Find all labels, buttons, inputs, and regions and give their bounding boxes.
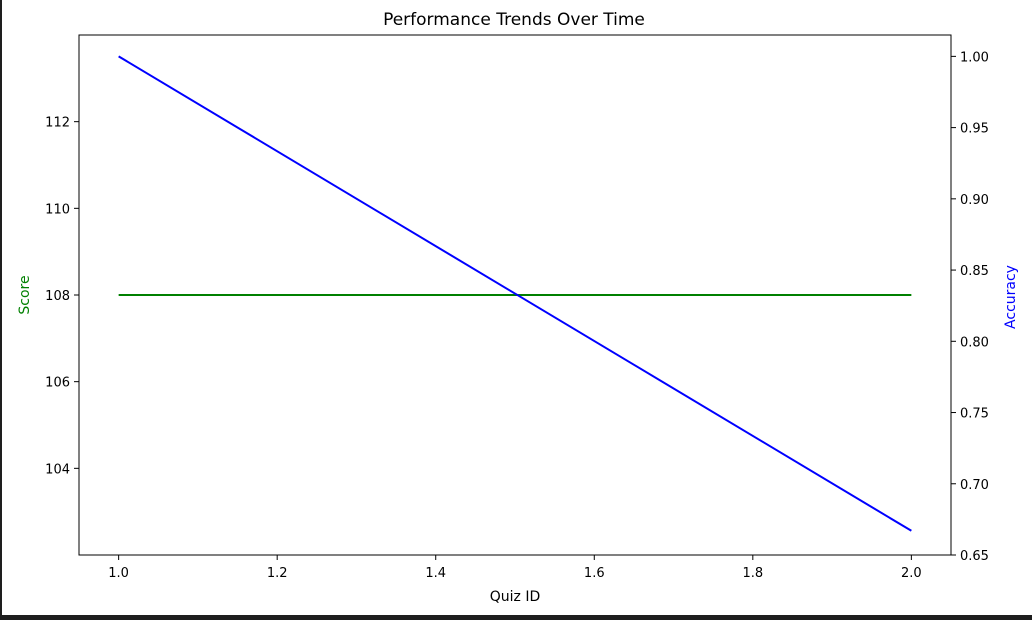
left-y-tick-label: 104: [45, 462, 70, 477]
right-y-axis-label: Accuracy: [1003, 265, 1019, 329]
right-y-tick-label: 1.00: [960, 50, 989, 65]
left-y-tick-label: 112: [45, 116, 70, 131]
left-y-tick-label: 106: [45, 376, 70, 391]
left-y-tick-label: 110: [45, 202, 70, 217]
accuracy-series-line: [118, 55, 912, 532]
x-tick-label: 1.8: [742, 566, 763, 581]
left-y-axis-ticks: 104 106 108 110 112: [45, 116, 79, 477]
left-y-axis-label: Score: [17, 275, 33, 314]
left-y-tick-label: 108: [45, 289, 70, 304]
x-axis-ticks: 1.0 1.2 1.4 1.6 1.8 2.0: [108, 555, 922, 581]
right-y-tick-label: 0.85: [960, 264, 989, 279]
x-tick-label: 1.6: [584, 566, 605, 581]
right-y-tick-label: 0.90: [960, 193, 989, 208]
x-tick-label: 1.0: [108, 566, 129, 581]
right-y-tick-label: 0.95: [960, 122, 989, 137]
right-y-axis-ticks: 0.65 0.70 0.75 0.80 0.85 0.90 0.95 1.00: [951, 50, 989, 564]
right-y-tick-label: 0.65: [960, 549, 989, 564]
x-tick-label: 1.2: [267, 566, 288, 581]
x-tick-label: 1.4: [425, 566, 446, 581]
right-y-tick-label: 0.80: [960, 335, 989, 350]
series-layer: [118, 55, 912, 532]
x-axis-label: Quiz ID: [490, 589, 541, 605]
right-y-tick-label: 0.75: [960, 407, 989, 422]
x-tick-label: 2.0: [901, 566, 922, 581]
right-y-tick-label: 0.70: [960, 478, 989, 493]
chart-title: Performance Trends Over Time: [383, 10, 645, 30]
